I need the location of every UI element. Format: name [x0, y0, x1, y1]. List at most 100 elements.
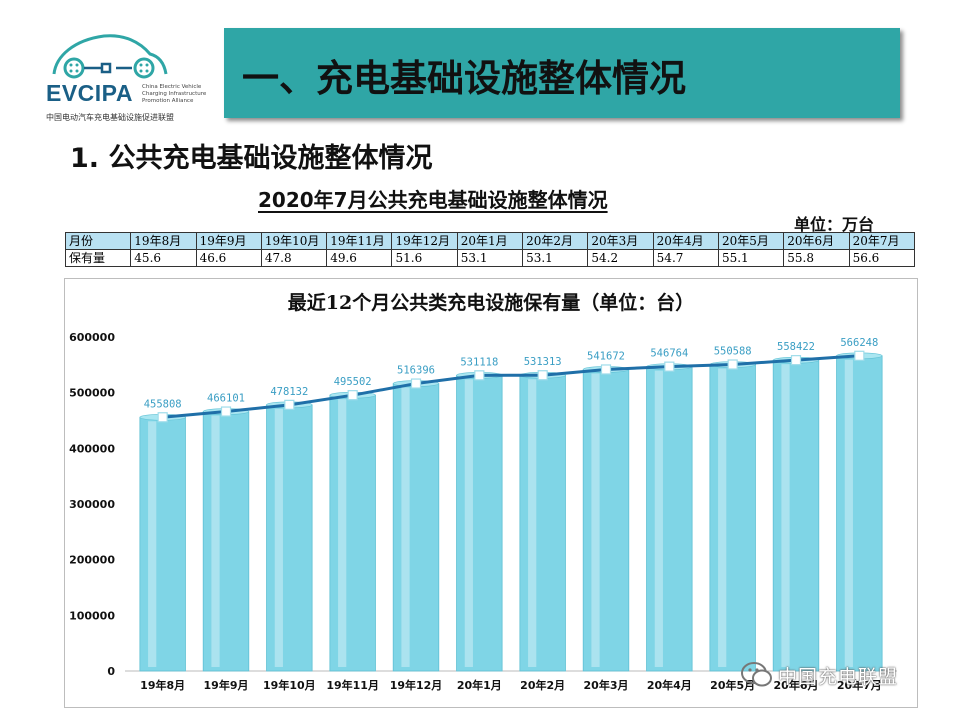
bar [836, 355, 883, 672]
table-row-label: 保有量 [64, 249, 132, 267]
watermark-text: 中国充电联盟 [778, 666, 899, 688]
y-tick-label: 300000 [69, 498, 115, 511]
table-value-cell: 49.6 [326, 249, 393, 267]
bar-highlight [844, 359, 853, 667]
data-label: 516396 [397, 365, 435, 377]
table-month-cell: 20年6月 [783, 232, 850, 250]
table-month-cell: 19年8月 [130, 232, 197, 250]
y-tick-label: 600000 [69, 331, 115, 344]
header-bar: 一、充电基础设施整体情况 [224, 28, 900, 118]
data-label: 550588 [714, 346, 752, 358]
bar-highlight [338, 399, 347, 667]
x-tick-label: 20年2月 [520, 678, 565, 692]
table-value-cell: 54.2 [587, 249, 654, 267]
table-month-cell: 19年9月 [195, 232, 262, 250]
x-tick-label: 20年7月 [837, 678, 882, 692]
chart-panel: 最近12个月公共类充电设施保有量（单位：台） 0 100000 200000 30000… [64, 278, 918, 708]
bar-highlight [528, 379, 537, 667]
watermark: 中国充电联盟 [740, 660, 930, 690]
table-month-cell: 20年4月 [652, 232, 719, 250]
bar-highlight [148, 421, 157, 667]
logo-en-line: China Electric Vehicle [142, 84, 202, 90]
table-value-cell: 56.6 [848, 249, 916, 267]
line-point [600, 364, 612, 375]
evcipa-logo: EVCIPA China Electric Vehicle Charging I… [40, 24, 210, 124]
logo-en-line: Charging Infrastructure [142, 91, 207, 97]
bar [392, 383, 440, 672]
chart-title: 最近12个月公共类充电设施保有量（单位：台） [288, 291, 694, 314]
bar [202, 411, 250, 672]
line-point [284, 399, 295, 410]
unit-label: 单位：万台 [794, 215, 875, 234]
table-value-cell: 55.8 [783, 249, 850, 267]
wechat-icon [741, 662, 772, 687]
y-tick-label: 0 [107, 665, 115, 678]
line-point [220, 406, 232, 417]
bar [456, 374, 503, 672]
bar-highlight [591, 373, 600, 667]
x-tick-label: 20年1月 [457, 678, 502, 692]
data-label: 478132 [270, 386, 308, 398]
data-table: 月份 19年8月 19年9月 19年10月 19年11月 19年12月 20年1月 20年2月… [64, 232, 916, 267]
line-point [664, 361, 675, 372]
bar [519, 374, 566, 672]
table-month-cell: 20年2月 [522, 232, 589, 250]
logo-name: EVCIPA [46, 80, 133, 106]
y-tick-label: 200000 [69, 554, 115, 567]
y-tick-label: 100000 [69, 609, 115, 622]
table-month-cell: 20年7月 [848, 232, 916, 250]
data-label: 495502 [334, 376, 372, 388]
table-month-cell: 20年5月 [717, 232, 785, 250]
series-line [162, 354, 860, 419]
logo-en-line: Promotion Alliance [142, 98, 194, 104]
bar-highlight [274, 408, 283, 667]
bar-highlight [654, 370, 663, 667]
bar-highlight [781, 364, 790, 667]
logo-english-name: China Electric Vehicle Charging Infrastr… [142, 84, 212, 105]
table-month-cell: 19年10月 [260, 232, 328, 250]
table-month-cell: 19年12月 [391, 232, 458, 250]
x-tick-label: 20年3月 [584, 678, 629, 692]
data-label: 541672 [587, 350, 625, 362]
bar [646, 366, 693, 672]
bar-highlight [464, 379, 473, 667]
car-plug-icon [52, 34, 168, 79]
y-tick-label: 500000 [69, 387, 115, 400]
bar [582, 369, 630, 672]
line-point [474, 370, 485, 381]
table-title: 2020年7月公共充电基础设施整体情况 [258, 188, 608, 212]
table-value-cell: 53.1 [522, 249, 589, 267]
y-tick-label: 400000 [69, 442, 115, 455]
table-month-cell: 20年1月 [456, 232, 524, 250]
table-row-label: 月份 [64, 232, 132, 250]
x-tick-label: 19年8月 [140, 678, 185, 692]
data-label: 558422 [777, 341, 815, 353]
bar-chart: 最近12个月公共类充电设施保有量（单位：台） 0 100000 200000 30000… [69, 291, 897, 692]
table-value-cell: 45.6 [130, 249, 197, 267]
bar [329, 394, 376, 672]
x-tick-label: 19年10月 [263, 678, 316, 692]
bar [772, 359, 820, 672]
data-label: 531313 [524, 356, 562, 368]
logo-subtitle: 中国电动汽车充电基础设施促进联盟 [46, 113, 174, 122]
table-value-cell: 55.1 [717, 249, 785, 267]
bar-highlight [718, 368, 727, 667]
data-label: 566248 [840, 337, 878, 349]
table-month-cell: 20年3月 [587, 232, 654, 250]
table-header-row: 月份 19年8月 19年9月 19年10月 19年11月 19年12月 20年1月 20年2月… [64, 232, 916, 250]
x-tick-label: 20年5月 [710, 678, 755, 692]
x-tick-label: 19年12月 [390, 678, 443, 692]
data-label: 546764 [650, 348, 688, 360]
bar [139, 416, 186, 672]
data-label: 466101 [207, 393, 245, 405]
page-title: 一、充电基础设施整体情况 [242, 56, 686, 100]
table-value-cell: 53.1 [456, 249, 524, 267]
x-tick-label: 20年6月 [774, 678, 819, 692]
table-value-cell: 51.6 [391, 249, 458, 267]
table-value-cell: 47.8 [260, 249, 328, 267]
bar [266, 404, 313, 672]
line-point [790, 355, 802, 366]
table-value-cell: 46.6 [195, 249, 262, 267]
line-point [410, 378, 422, 389]
data-label: 531118 [460, 356, 498, 368]
